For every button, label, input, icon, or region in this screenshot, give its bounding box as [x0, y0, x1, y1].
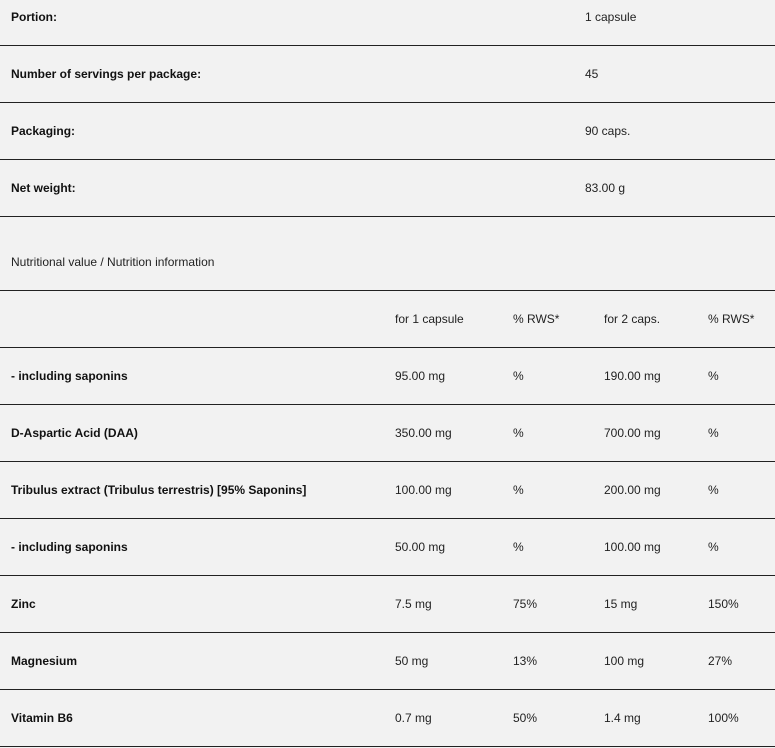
nutrient-name: Tribulus extract (Tribulus terrestris) […: [11, 483, 307, 497]
info-label: Number of servings per package:: [11, 67, 202, 81]
rws-1-capsule: %: [513, 483, 524, 497]
amount-1-capsule: 100.00 mg: [395, 483, 452, 497]
info-value: 45: [585, 67, 599, 81]
nutrition-section-title: Nutritional value / Nutrition informatio…: [0, 217, 775, 291]
amount-2-caps: 200.00 mg: [604, 483, 661, 497]
amount-1-capsule: 50.00 mg: [395, 540, 446, 554]
amount-2-caps: 700.00 mg: [604, 426, 661, 440]
nutrition-row: - including saponins 50.00 mg% 100.00 mg%: [0, 519, 775, 576]
nutrition-row: Magnesium 50 mg 13% 100 mg 27%: [0, 633, 775, 690]
rws-1-capsule: 13%: [513, 654, 538, 668]
header-per-2-caps: for 2 caps.: [604, 312, 661, 326]
info-label: Portion:: [11, 10, 57, 24]
info-value: 1 capsule: [585, 10, 637, 24]
amount-2-caps: 1.4 mg: [604, 711, 641, 725]
rws-2-caps: %: [708, 369, 719, 383]
rws-2-caps: %: [708, 540, 719, 554]
amount-2-caps: 100 mg: [604, 654, 645, 668]
rws-1-capsule: 50%: [513, 711, 538, 725]
rws-1-capsule: %: [513, 369, 524, 383]
amount-2-caps: 15 mg: [604, 597, 638, 611]
amount-2-caps: 190.00 mg: [604, 369, 661, 383]
amount-1-capsule: 350.00 mg: [395, 426, 452, 440]
nutrient-name: D-Aspartic Acid (DAA): [11, 426, 138, 440]
rws-2-caps: %: [708, 426, 719, 440]
rws-1-capsule: 75%: [513, 597, 538, 611]
amount-1-capsule: 50 mg: [395, 654, 429, 668]
amount-1-capsule: 7.5 mg: [395, 597, 432, 611]
info-value: 90 caps.: [585, 124, 631, 138]
rws-2-caps: 150%: [708, 597, 739, 611]
nutrition-row: D-Aspartic Acid (DAA) 350.00 mg% 700.00 mg…: [0, 405, 775, 462]
nutrition-row: Vitamin B6 0.7 mg 50% 1.4 mg 100%: [0, 690, 775, 747]
rws-2-caps: 27%: [708, 654, 733, 668]
nutrient-name: - including saponins: [11, 369, 128, 383]
nutrient-name: Zinc: [11, 597, 36, 611]
nutrition-title: Nutritional value / Nutrition informatio…: [11, 255, 215, 269]
nutrient-name: Vitamin B6: [11, 711, 73, 725]
info-row: Packaging: 90 caps.: [0, 103, 775, 160]
info-value: 83.00 g: [585, 181, 626, 195]
nutrient-name: Magnesium: [11, 654, 78, 668]
rws-1-capsule: %: [513, 540, 524, 554]
header-per-1-capsule: for 1 capsule: [395, 312, 464, 326]
nutrition-row: Tribulus extract (Tribulus terrestris) […: [0, 462, 775, 519]
info-label: Net weight:: [11, 181, 76, 195]
rws-1-capsule: %: [513, 426, 524, 440]
header-rws-2: % RWS*: [708, 312, 755, 326]
rws-2-caps: 100%: [708, 711, 739, 725]
info-row: Number of servings per package: 45: [0, 46, 775, 103]
nutrition-header-row: for 1 capsule % RWS* for 2 caps. % RWS*: [0, 291, 775, 348]
nutrition-row: - including saponins 95.00 mg% 190.00 mg%: [0, 348, 775, 405]
info-row: Net weight: 83.00 g: [0, 160, 775, 217]
header-rws-1: % RWS*: [513, 312, 560, 326]
info-label: Packaging:: [11, 124, 76, 138]
nutrition-row: Zinc 7.5 mg 75% 15 mg 150%: [0, 576, 775, 633]
nutrient-name: - including saponins: [11, 540, 128, 554]
rws-2-caps: %: [708, 483, 719, 497]
amount-1-capsule: 0.7 mg: [395, 711, 432, 725]
info-row: Portion: 1 capsule: [0, 0, 775, 46]
amount-1-capsule: 95.00 mg: [395, 369, 446, 383]
amount-2-caps: 100.00 mg: [604, 540, 661, 554]
